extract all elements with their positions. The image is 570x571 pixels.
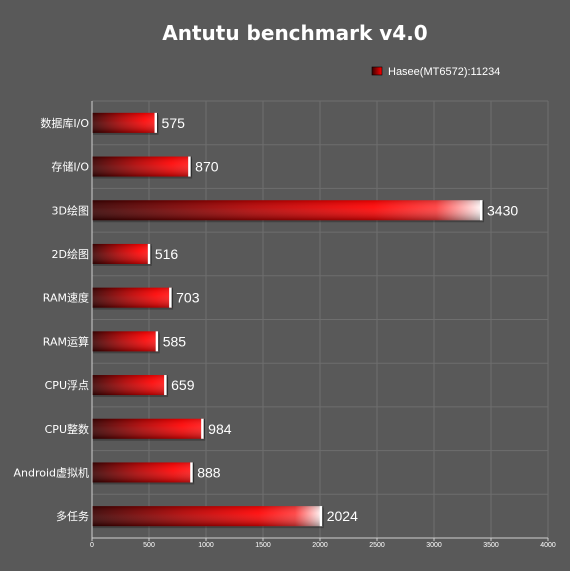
category-label: CPU浮点 — [45, 379, 89, 392]
chart-title: Antutu benchmark v4.0 — [162, 21, 427, 45]
bar-group — [92, 243, 152, 266]
bar-end-cap — [319, 506, 323, 527]
x-tick-label: 1500 — [255, 542, 271, 549]
bar-value-label: 888 — [197, 464, 221, 480]
category-label: 2D绘图 — [52, 247, 89, 261]
bar-end-cap — [190, 462, 194, 483]
x-tick-label: 1000 — [198, 542, 214, 549]
labels: 0 500 1000 1500 2000 2500 3000 3500 4000 575 数据库I/… — [13, 115, 555, 549]
bar-shading — [92, 200, 484, 221]
bar-group — [92, 418, 206, 441]
x-tick-label: 3000 — [426, 542, 442, 549]
category-label: 多任务 — [56, 509, 89, 523]
bar-shading — [92, 331, 159, 352]
bar-end-cap — [154, 112, 158, 133]
category-label: CPU整数 — [45, 422, 89, 436]
bar-group — [92, 200, 485, 223]
bar-shading — [92, 462, 194, 483]
category-label: RAM运算 — [43, 334, 89, 348]
x-tick-label: 4000 — [540, 542, 556, 549]
bar-shading — [92, 287, 173, 308]
bar-value-label: 703 — [176, 290, 200, 306]
bar-group — [92, 287, 174, 310]
bar-shading — [92, 506, 323, 527]
axes — [91, 101, 549, 541]
bar-end-cap — [147, 243, 151, 264]
bar-value-label: 575 — [162, 115, 186, 131]
x-tick-label: 3500 — [483, 542, 499, 549]
bar-group — [92, 375, 169, 398]
bar-value-label: 3430 — [487, 202, 518, 218]
bar-shading — [92, 112, 158, 133]
bar-group — [92, 331, 160, 354]
bar-value-label: 870 — [195, 159, 219, 175]
category-label: Android虚拟机 — [13, 465, 89, 479]
bars — [92, 112, 485, 529]
category-label: 3D绘图 — [52, 203, 89, 217]
bar-value-label: 984 — [208, 421, 232, 437]
bar-end-cap — [201, 418, 205, 439]
bar-end-cap — [155, 331, 159, 352]
x-tick-label: 2000 — [312, 542, 328, 549]
bar-shading — [92, 156, 192, 177]
bar-value-label: 2024 — [327, 508, 358, 524]
x-tick-label: 2500 — [369, 542, 385, 549]
bar-shading — [92, 418, 205, 439]
x-tick-label: 500 — [143, 542, 155, 549]
bar-group — [92, 506, 324, 529]
legend-label: Hasee(MT6572):11234 — [388, 66, 500, 78]
bar-end-cap — [169, 287, 173, 308]
bar-shading — [92, 375, 168, 396]
bar-group — [92, 462, 195, 485]
bar-value-label: 516 — [155, 246, 179, 262]
grid-lines — [92, 100, 549, 539]
bar-shading — [92, 243, 151, 264]
category-label: 存储I/O — [51, 160, 89, 174]
bar-value-label: 585 — [163, 333, 187, 349]
legend-swatch — [371, 66, 383, 76]
bar-end-cap — [480, 200, 484, 221]
category-label: RAM速度 — [43, 291, 89, 305]
bar-end-cap — [164, 375, 168, 396]
category-label: 数据库I/O — [40, 116, 89, 130]
bar-end-cap — [188, 156, 192, 177]
x-tick-label: 0 — [90, 542, 94, 549]
bar-group — [92, 156, 193, 179]
bar-group — [92, 112, 159, 135]
bar-value-label: 659 — [171, 377, 195, 393]
